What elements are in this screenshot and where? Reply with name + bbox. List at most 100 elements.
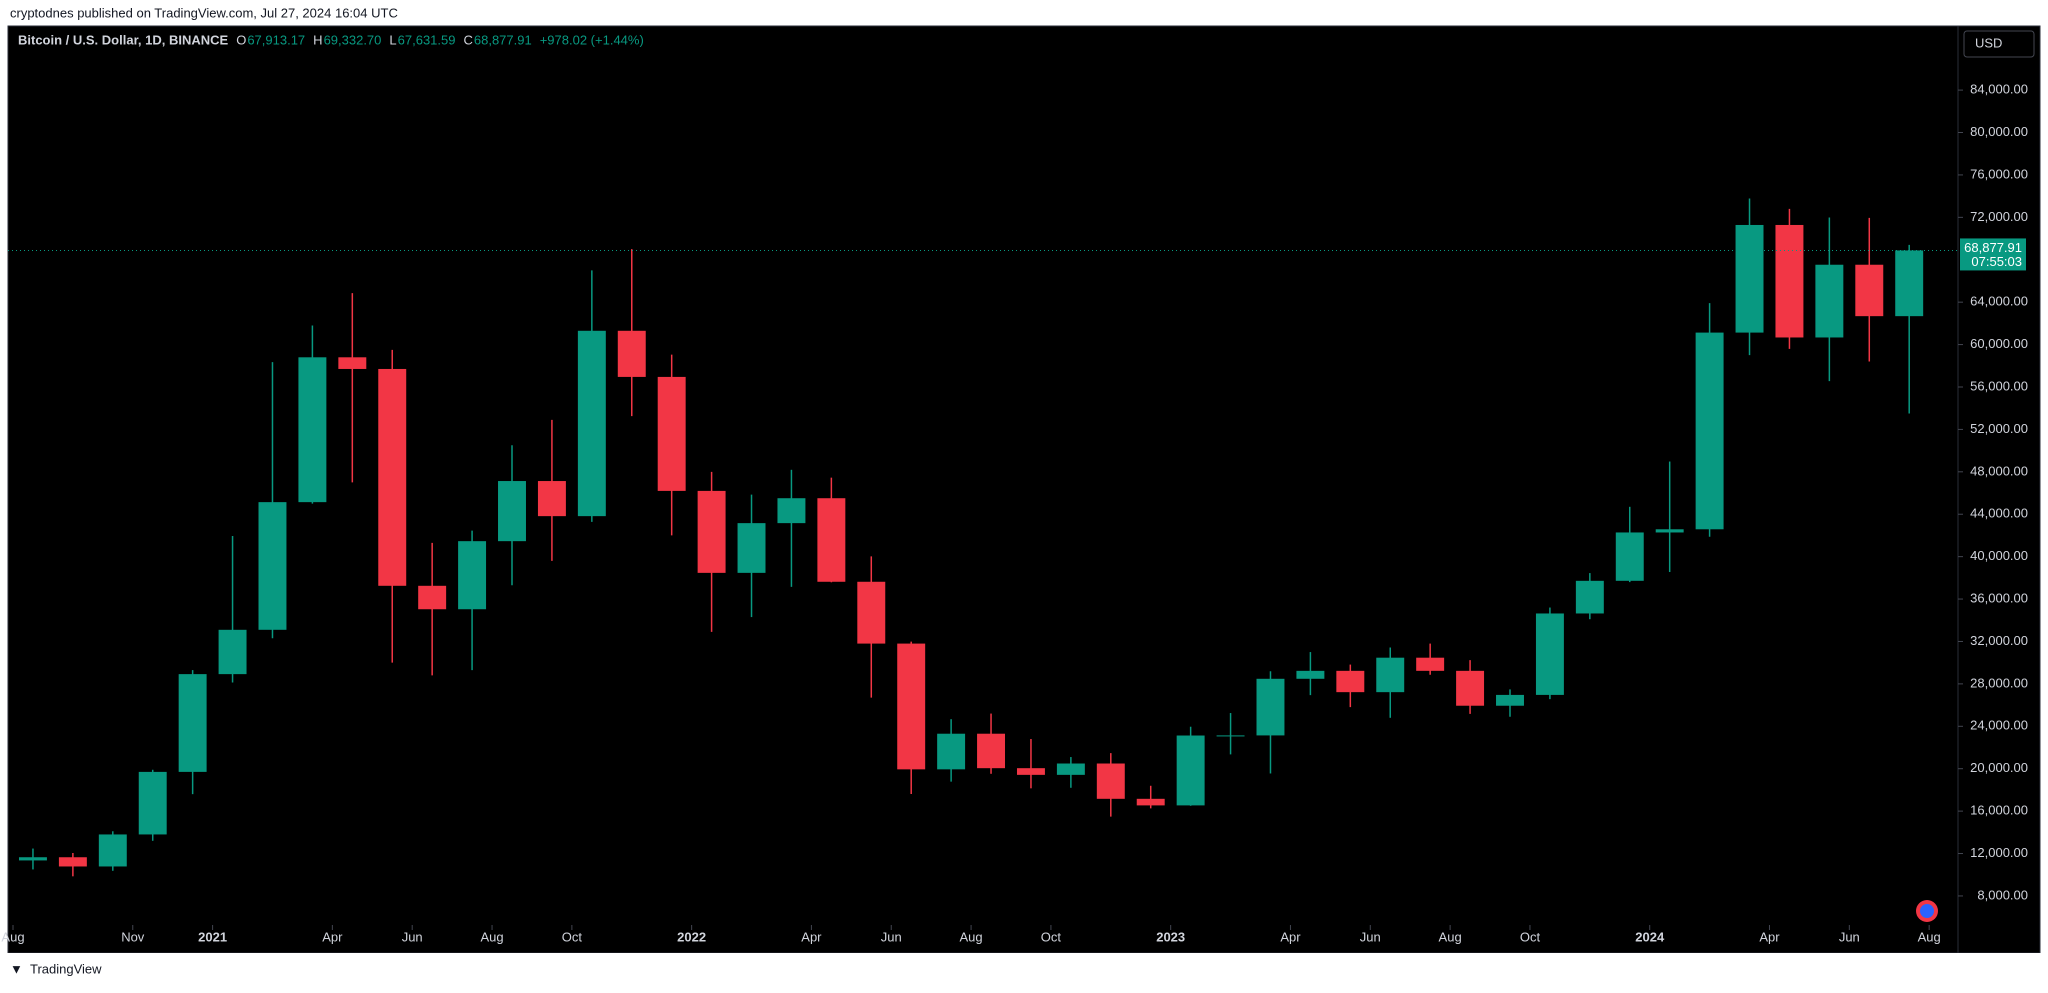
y-tick-label: 16,000.00 [1970,803,2028,818]
candle-body [1496,694,1524,706]
candle-body [897,643,926,770]
candle-body [1456,670,1485,706]
candle-body [98,834,127,867]
candle-body [1056,763,1085,775]
y-tick-label: 52,000.00 [1970,421,2028,436]
candle-body [18,857,47,861]
y-tick-label: 20,000.00 [1970,760,2028,775]
candle-body [218,629,247,675]
x-tick-label: 2022 [677,929,706,944]
legend-header: Bitcoin / U.S. Dollar, 1D, BINANCE O 67,91… [18,32,644,47]
ohlc-key: C [463,32,472,47]
x-tick-label: Jun [881,929,902,944]
x-tick-label: Oct [1520,929,1541,944]
y-tick-label: 8,000.00 [1977,887,2028,902]
y-tick-label: 48,000.00 [1970,463,2028,478]
candle-body [138,771,167,835]
candle-body [338,357,367,369]
candle-body [657,376,686,491]
candle-body [1695,332,1724,530]
candle-body [1136,798,1165,806]
candle-body [1655,529,1684,533]
y-tick-label: 84,000.00 [1970,82,2028,97]
ohlc-value: 67,631.59 [398,32,456,47]
candle-body [58,857,87,867]
candle-body [737,523,766,573]
candle-body [697,490,726,573]
x-tick-label: 2024 [1635,929,1665,944]
x-tick-label: Aug [1918,929,1941,944]
footer-bar [0,953,2048,988]
candle-body [617,330,646,377]
candle-body [1096,763,1125,799]
y-tick-label: 12,000.00 [1970,845,2028,860]
y-tick-label: 24,000.00 [1970,718,2028,733]
candle-body [458,541,487,610]
footer-logo: ▼ [10,961,23,976]
candle-body [1735,224,1764,333]
y-tick-label: 60,000.00 [1970,336,2028,351]
candle-body [1216,735,1245,737]
candle-body [1256,678,1285,736]
candle-body [1376,657,1405,693]
candle-body [1176,735,1205,806]
y-tick-label: 44,000.00 [1970,506,2028,521]
chart-title: Bitcoin / U.S. Dollar, 1D, BINANCE [18,32,229,47]
candle-body [1855,264,1884,317]
candle-body [777,498,806,524]
x-tick-label: Oct [1041,929,1062,944]
y-tick-label: 80,000.00 [1970,124,2028,139]
ohlc-value: 69,332.70 [324,32,382,47]
x-tick-label: Apr [1759,929,1780,944]
candle-body [1336,670,1365,693]
candle-body [1775,224,1804,338]
candle-body [298,357,327,503]
currency-button[interactable] [1963,30,2035,58]
x-tick-label: Oct [562,929,583,944]
x-tick-label: Jun [1839,929,1860,944]
candle-body [1296,670,1325,679]
candle-body [537,481,566,517]
candle-body [1535,613,1564,695]
x-tick-label: Aug [960,929,983,944]
x-tick-label: Aug [1,929,24,944]
x-tick-label: Jun [402,929,423,944]
candle-body [977,733,1006,769]
candle-body [178,674,207,772]
y-tick-label: 40,000.00 [1970,548,2028,563]
candle-body [577,330,606,517]
candle-body [418,585,447,610]
currency-label: USD [1975,35,2002,50]
countdown: 07:55:03 [1971,254,2022,269]
y-tick-label: 36,000.00 [1970,590,2028,605]
x-tick-label: Nov [121,929,145,944]
x-tick-label: Apr [1280,929,1301,944]
x-tick-label: Apr [801,929,822,944]
x-tick-label: 2021 [198,929,227,944]
banner-bar [0,0,2048,26]
candle-body [1815,264,1844,338]
y-tick-label: 32,000.00 [1970,633,2028,648]
y-tick-label: 64,000.00 [1970,294,2028,309]
flag-icon-inner [1920,904,1934,918]
last-price-box [1960,238,2026,271]
last-price-label: 68,877.91 [1964,240,2022,255]
x-tick-label: 2023 [1156,929,1185,944]
candle-body [817,498,846,582]
ohlc-value: 67,913.17 [247,32,305,47]
candle-body [1615,532,1644,581]
change: +978.02 (+1.44%) [540,32,644,47]
candle-body [258,502,287,630]
footer: TradingView [30,961,102,976]
ohlc-value: 68,877.91 [474,32,532,47]
candle-body [857,581,886,644]
candle-body [1895,250,1924,317]
candle-body [1575,580,1604,614]
y-tick-label: 76,000.00 [1970,166,2028,181]
x-tick-label: Apr [322,929,343,944]
candle-body [1416,657,1445,671]
y-tick-label: 28,000.00 [1970,675,2028,690]
ohlc-key: H [313,32,322,47]
ohlc-key: O [236,32,246,47]
